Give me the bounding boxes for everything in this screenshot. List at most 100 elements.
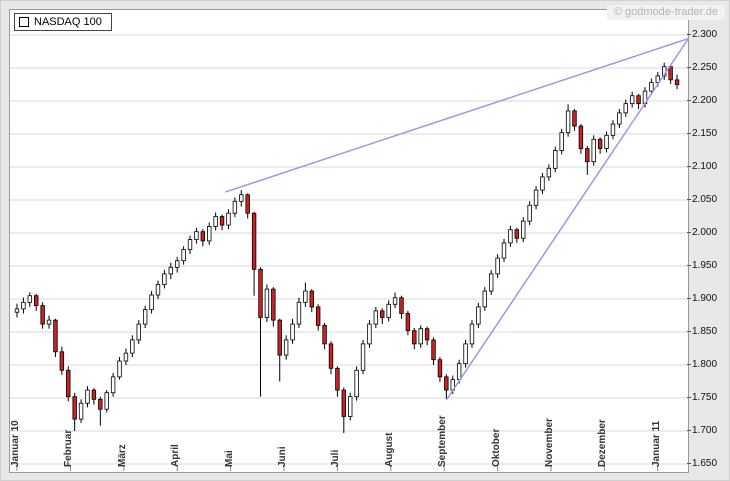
y-axis-label: 1.850 (692, 326, 718, 337)
candle-bullish (565, 110, 571, 134)
candle-bearish (72, 396, 77, 420)
candle-bearish (341, 389, 347, 417)
candle-bearish (412, 330, 417, 345)
candle-bullish (629, 95, 635, 105)
candle-bullish (546, 167, 552, 178)
y-axis-label: 1.750 (692, 392, 718, 403)
legend-label: NASDAQ 100 (34, 16, 102, 28)
candle-bullish (14, 308, 20, 313)
candle-bearish (91, 389, 97, 400)
candle-bearish (315, 306, 321, 326)
candle-bearish (437, 359, 443, 378)
candle-bullish (469, 323, 475, 345)
candle-bullish (348, 396, 353, 417)
y-axis-label: 1.950 (692, 260, 718, 271)
candle-bearish (405, 313, 411, 332)
candle-bullish (386, 303, 391, 318)
candle-bearish (424, 328, 430, 341)
candle-bullish (521, 220, 526, 239)
y-axis-label: 1.700 (692, 425, 718, 436)
candle-bullish (46, 319, 52, 325)
candle-bullish (360, 343, 366, 371)
candle-bearish (251, 212, 257, 270)
candle-bearish (59, 351, 65, 371)
candle-bullish (367, 323, 372, 345)
candle-bullish (213, 216, 218, 227)
candle-bullish (117, 360, 122, 378)
y-axis-label: 2.150 (692, 128, 718, 139)
candle-bullish (463, 343, 468, 365)
candle-bullish (232, 200, 238, 214)
candle-bullish (264, 288, 270, 318)
candle-bearish (66, 369, 71, 398)
candle-bullish (296, 301, 302, 325)
candle-bullish (130, 339, 135, 354)
candle-bullish (488, 273, 494, 292)
candle-bullish (373, 310, 379, 325)
candle-bearish (514, 229, 520, 239)
candle-bearish (277, 319, 282, 356)
candlestick-chart (10, 34, 688, 471)
candle-bullish (142, 309, 148, 325)
y-axis-label: 2.050 (692, 194, 718, 205)
candle-bullish (27, 295, 33, 303)
candle-bullish (456, 363, 462, 380)
candle-bullish (610, 123, 616, 136)
candle-bearish (444, 376, 449, 391)
candle-bullish (283, 339, 289, 356)
candle-bullish (482, 290, 487, 308)
candle-bullish (508, 229, 513, 244)
lower-support-line (446, 37, 688, 400)
candle-bullish (168, 266, 173, 275)
candle-bearish (309, 290, 314, 308)
candle-bearish (245, 194, 250, 214)
candle-bearish (98, 398, 103, 410)
candle-bullish (207, 225, 212, 242)
candle-bearish (40, 305, 45, 325)
candle-bearish (219, 216, 225, 226)
candle-bearish (200, 231, 206, 242)
candle-bullish (392, 297, 398, 305)
candle-bullish (194, 231, 199, 240)
candle-bullish (181, 249, 186, 262)
upper-resistance-line (225, 37, 688, 193)
candle-bullish (655, 75, 660, 83)
candle-swatch-icon (19, 17, 29, 27)
candle-bearish (258, 268, 263, 318)
candle-bullish (174, 260, 180, 268)
candle-bullish (303, 290, 308, 303)
candle-bearish (271, 288, 276, 321)
candle-bullish (476, 306, 481, 325)
candle-bearish (322, 324, 327, 345)
candle-bullish (649, 82, 654, 92)
candle-bearish (328, 343, 334, 369)
candle-bullish (104, 392, 109, 410)
candle-bullish (85, 389, 90, 404)
candle-bearish (380, 310, 385, 318)
y-axis-label: 2.000 (692, 227, 718, 238)
candle-bearish (578, 125, 584, 149)
candle-bullish (495, 257, 500, 275)
candle-bullish (155, 284, 161, 296)
candle-bearish (674, 79, 680, 85)
candle-bullish (527, 204, 532, 222)
candle-bearish (399, 297, 404, 314)
candle-bullish (162, 273, 167, 285)
y-axis-label: 1.650 (692, 458, 718, 469)
y-axis-label: 2.300 (692, 29, 718, 40)
plot-area (9, 9, 689, 473)
candle-bearish (53, 319, 58, 353)
candle-bullish (553, 150, 558, 169)
candle-bullish (604, 134, 609, 149)
candle-bullish (540, 176, 545, 191)
y-axis-label: 1.900 (692, 293, 718, 304)
candle-bearish (585, 148, 590, 163)
y-axis-label: 2.200 (692, 95, 718, 106)
candle-bearish (597, 138, 603, 149)
candle-bullish (354, 369, 359, 398)
candle-bullish (290, 323, 295, 341)
candle-bullish (623, 103, 628, 114)
candle-bullish (136, 323, 141, 341)
candle-bearish (431, 339, 436, 361)
